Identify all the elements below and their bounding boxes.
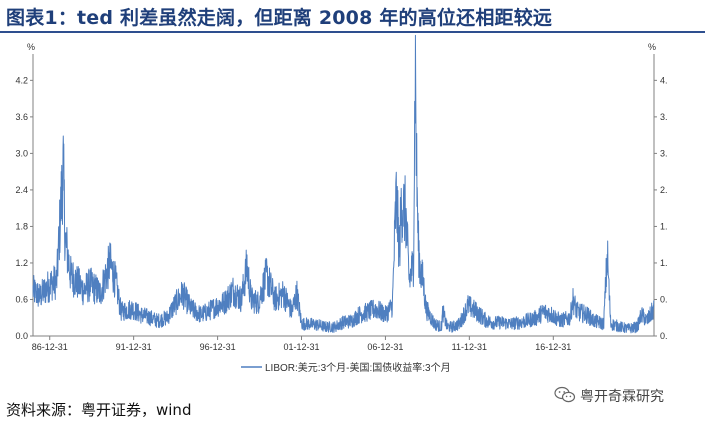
right-y-tick-label: 0. xyxy=(660,294,668,304)
left-y-tick-label: 0.6 xyxy=(15,294,28,304)
x-tick-label: 01-12-31 xyxy=(284,342,320,352)
left-y-tick-label: 3.6 xyxy=(15,112,28,122)
left-y-tick-label: 4.2 xyxy=(15,75,28,85)
left-y-tick-label: 3.0 xyxy=(15,148,28,158)
right-y-tick-label: 3. xyxy=(660,148,668,158)
right-y-tick-label: 2. xyxy=(660,185,668,195)
line-chart: % % 0.0 0. 0.6 0. 1.2 1. 1.8 1. 2.4 2. 3.0 3. 3.6 3. 4.2… xyxy=(15,34,668,374)
left-y-tick-label: 1.8 xyxy=(15,221,28,231)
left-axis-unit: % xyxy=(27,42,35,52)
right-y-tick-label: 4. xyxy=(660,75,668,85)
series-line xyxy=(32,34,655,334)
x-tick-label: 96-12-31 xyxy=(200,342,236,352)
right-y-tick-label: 1. xyxy=(660,258,668,268)
watermark: 粤开奇霖研究 xyxy=(552,384,702,406)
wechat-icon xyxy=(554,386,576,403)
left-y-tick-label: 0.0 xyxy=(15,331,28,341)
left-y-tick-label: 1.2 xyxy=(15,258,28,268)
right-y-tick-label: 3. xyxy=(660,112,668,122)
legend-label: LIBOR:美元:3个月-美国:国债收益率:3个月 xyxy=(265,361,451,374)
x-tick-label: 11-12-31 xyxy=(452,342,487,352)
right-axis-unit: % xyxy=(648,42,656,52)
source-note: 资料来源：粤开证券，wind xyxy=(6,401,192,419)
right-y-tick-label: 0. xyxy=(660,331,668,341)
x-tick-label: 06-12-31 xyxy=(367,342,403,352)
title-divider xyxy=(0,31,705,33)
title-bar: 图表1：ted 利差虽然走阔，但距离 2008 年的高位还相距较远 xyxy=(0,0,705,34)
x-tick-label: 86-12-31 xyxy=(32,342,68,352)
right-y-tick-label: 1. xyxy=(660,221,668,231)
x-tick-label: 91-12-31 xyxy=(116,342,152,352)
chart-title: 图表1：ted 利差虽然走阔，但距离 2008 年的高位还相距较远 xyxy=(6,7,553,29)
left-y-tick-label: 2.4 xyxy=(15,185,28,195)
watermark-text: 粤开奇霖研究 xyxy=(580,389,664,405)
x-tick-label: 16-12-31 xyxy=(535,342,571,352)
